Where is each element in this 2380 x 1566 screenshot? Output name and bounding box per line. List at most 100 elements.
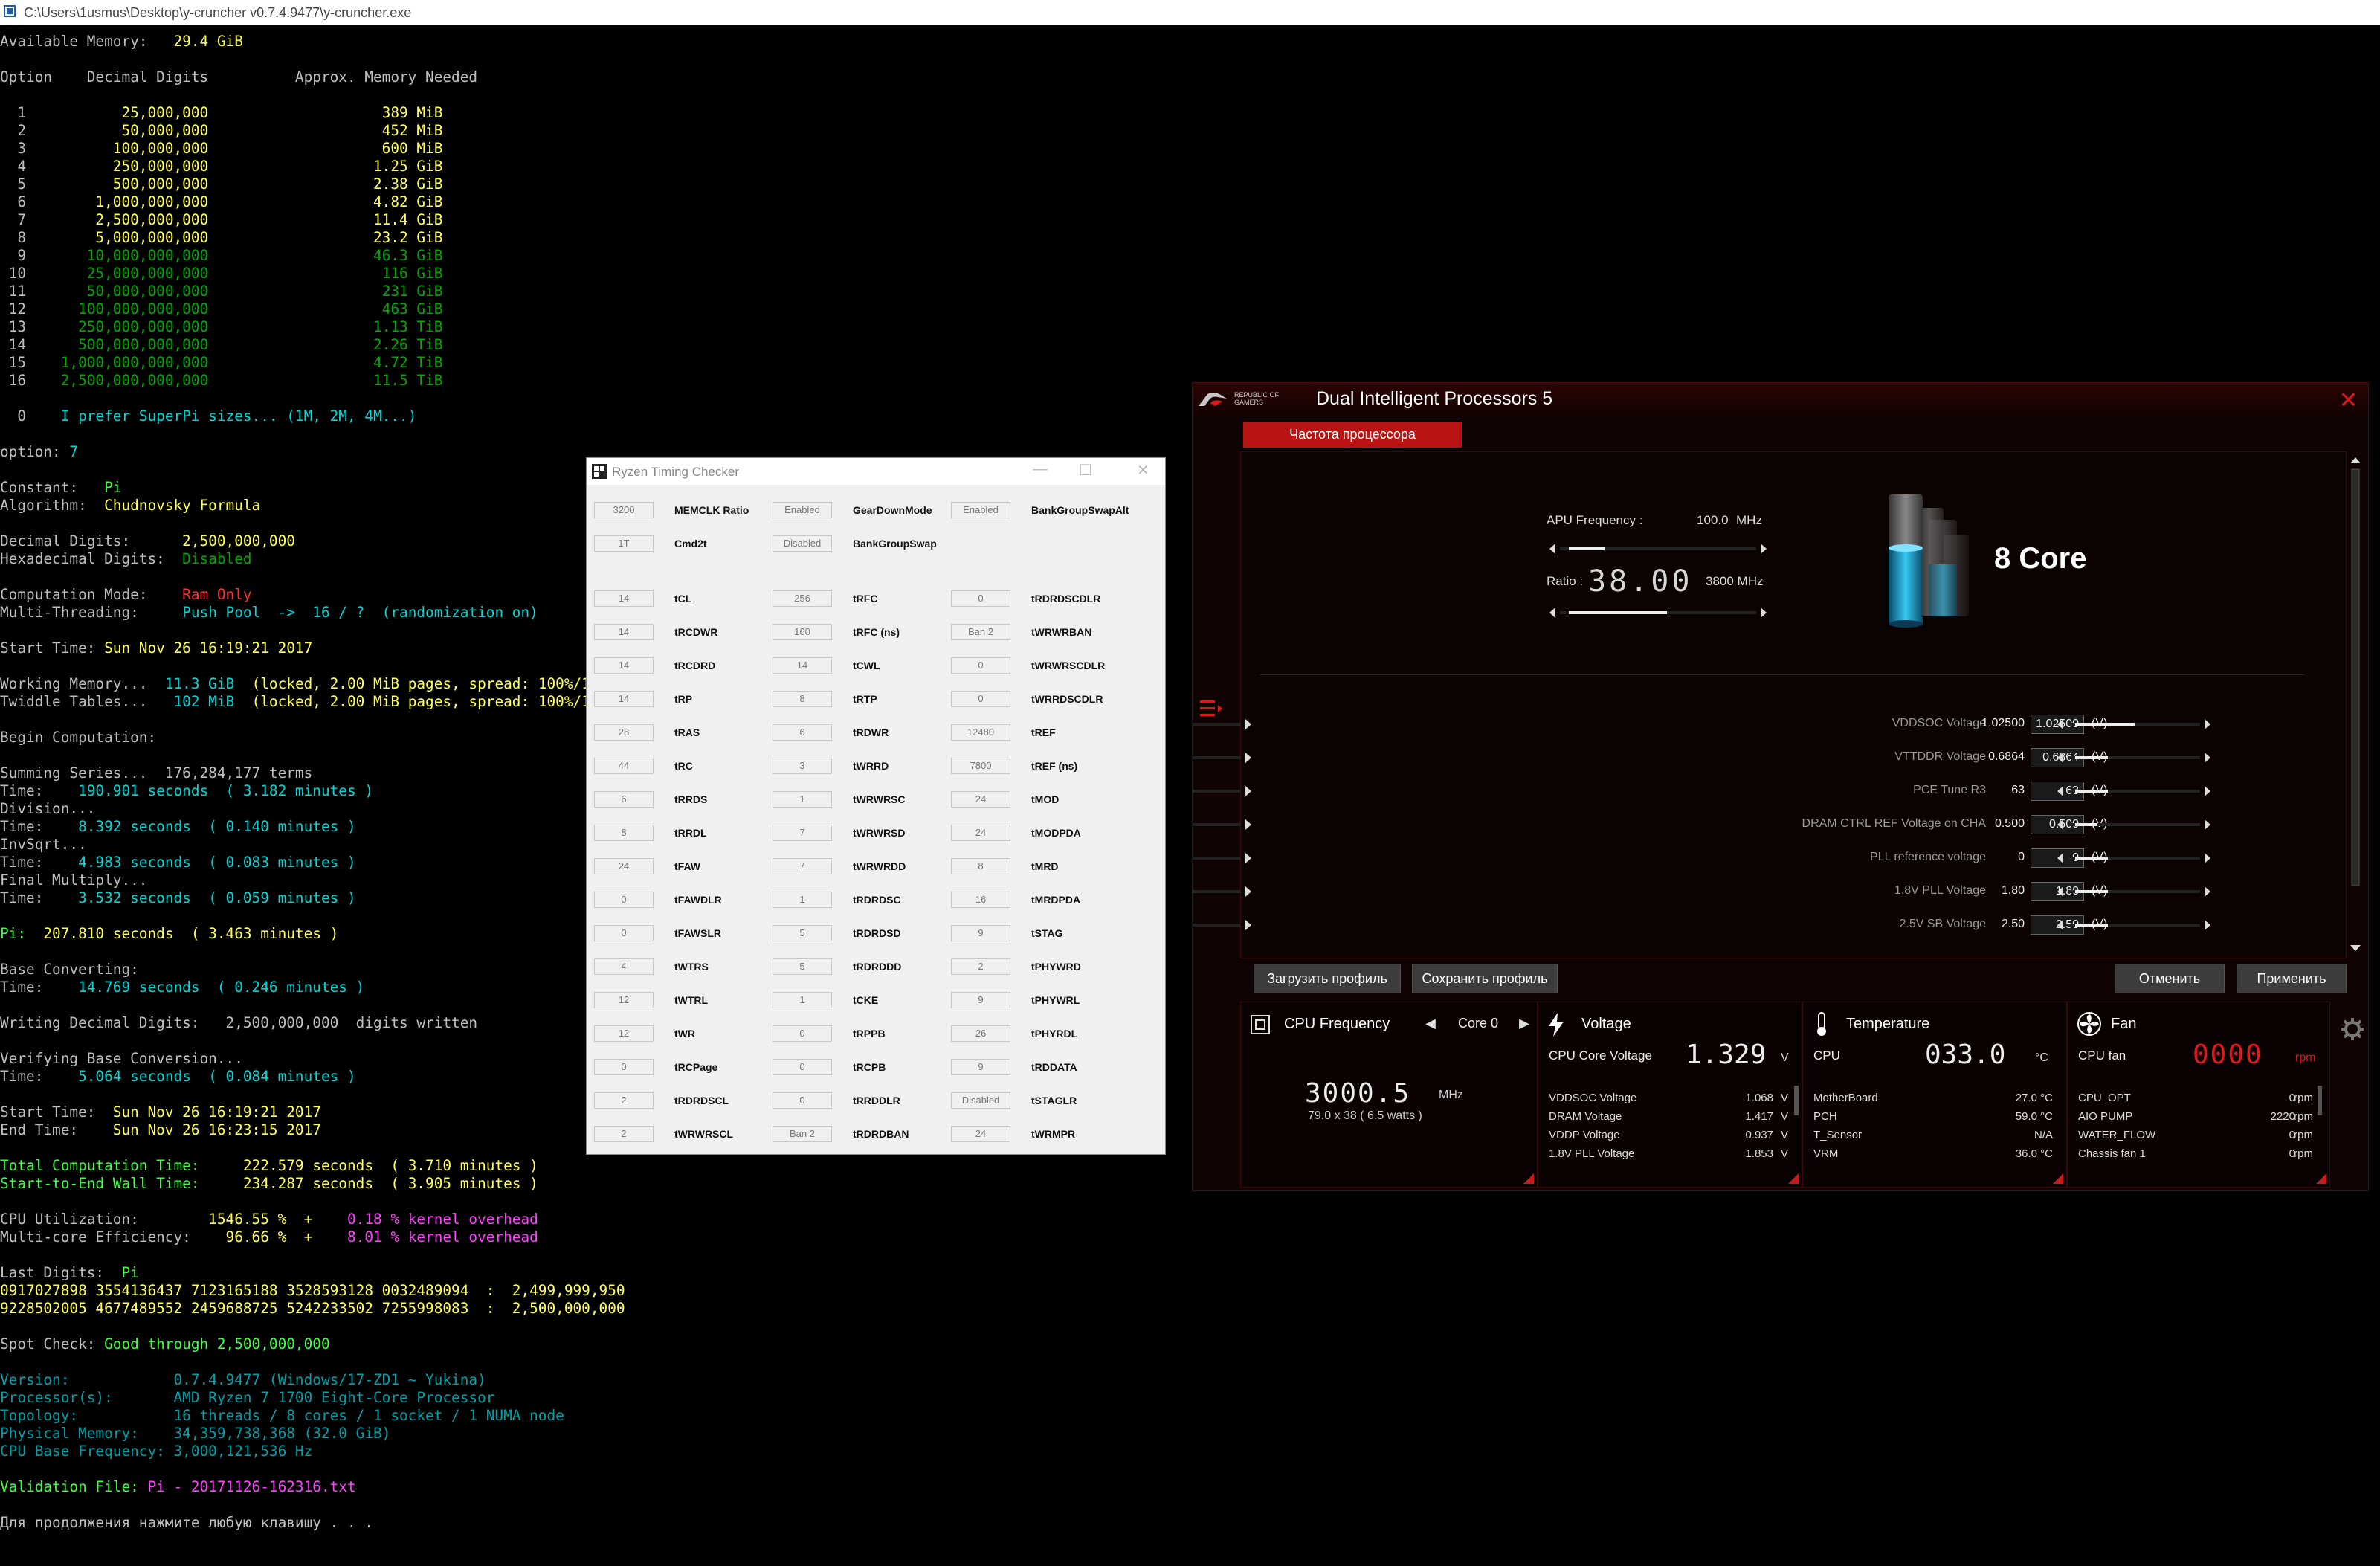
console-line: InvSqrt... — [0, 836, 87, 854]
timing-label: tRRDS — [674, 793, 708, 805]
console-title: C:\Users\1usmus\Desktop\y-cruncher v0.7.… — [24, 5, 412, 20]
timing-value-box: 2 — [951, 958, 1010, 975]
apply-button[interactable]: Применить — [2237, 964, 2347, 993]
core-prev-button[interactable]: ◀ — [1425, 1016, 1436, 1031]
rtc-titlebar[interactable]: Ryzen Timing Checker — ☐ ✕ — [587, 458, 1165, 485]
console-line: Validation File: Pi - 20171126-162316.tx… — [0, 1478, 356, 1496]
menu-icon[interactable] — [1199, 697, 1228, 720]
timing-label: tRCDRD — [674, 660, 716, 671]
console-line: Twiddle Tables... 102 MiB (locked, 2.00 … — [0, 693, 599, 711]
timing-value-box: 1 — [773, 892, 832, 908]
panel-scrollbar[interactable] — [2347, 451, 2364, 957]
timing-label: tPHYWRD — [1031, 961, 1081, 973]
voltage-slider[interactable] — [2056, 816, 2212, 834]
console-titlebar[interactable]: C:\Users\1usmus\Desktop\y-cruncher v0.7.… — [0, 0, 2380, 25]
resize-corner-icon[interactable] — [2316, 1173, 2326, 1184]
ratio-label: Ratio : — [1547, 574, 1584, 588]
voltage-slider[interactable] — [1192, 715, 1253, 733]
resize-corner-icon[interactable] — [1523, 1173, 1534, 1184]
console-text — [208, 122, 381, 139]
console-line: Division... — [0, 800, 95, 818]
voltage-slider[interactable] — [2056, 715, 2212, 733]
voltage-label: 1.8V PLL Voltage — [1894, 884, 1986, 897]
console-text: Start Time: — [0, 639, 105, 657]
console-text: 4.72 TiB — [373, 354, 443, 371]
timing-value-box: 24 — [951, 1126, 1010, 1142]
cpu-core-voltage-value: 1.329 — [1686, 1040, 1767, 1070]
console-text: Pi - 20171126-162316.txt — [147, 1478, 356, 1495]
voltage-slider[interactable] — [2056, 849, 2212, 867]
console-text: Physical Memory: — [0, 1425, 174, 1442]
voltage-slider[interactable] — [1192, 849, 1253, 867]
console-text: 8 — [0, 229, 96, 246]
resize-corner-icon[interactable] — [2053, 1173, 2063, 1184]
load-profile-button[interactable]: Загрузить профиль — [1254, 964, 1401, 993]
timing-label: tWRRDSCDLR — [1031, 693, 1103, 705]
timing-value-box: Disabled — [951, 1092, 1010, 1109]
console-text: 250,000,000 — [112, 158, 209, 175]
console-text: AMD Ryzen 7 1700 Eight-Core Processor — [173, 1389, 495, 1406]
ratio-slider[interactable] — [1548, 604, 1768, 622]
tab-cpu-frequency[interactable]: Частота процессора — [1243, 422, 1462, 448]
voltage-slider[interactable] — [2056, 916, 2212, 934]
console-line: Topology: 16 threads / 8 cores / 1 socke… — [0, 1407, 564, 1425]
cancel-button[interactable]: Отменить — [2115, 964, 2225, 993]
console-text: Version: — [0, 1371, 174, 1388]
console-text — [208, 193, 373, 210]
close-icon[interactable]: ✕ — [2338, 388, 2358, 413]
voltage-slider[interactable] — [2056, 749, 2212, 767]
console-text: 46.3 GiB — [373, 247, 443, 264]
timing-label: tRDRDSC — [853, 894, 901, 906]
timing-label: GearDownMode — [853, 504, 932, 516]
console-line: 7 2,500,000,000 11.4 GiB — [0, 211, 442, 229]
voltage-slider[interactable] — [1192, 916, 1253, 934]
cpu-frequency-value: 3000.5 — [1305, 1078, 1411, 1109]
apu-frequency-label: APU Frequency : — [1547, 513, 1643, 527]
console-text: 2 — [0, 122, 122, 139]
console-text: 8.01 % kernel overhead — [346, 1228, 538, 1246]
voltage-slider[interactable] — [1192, 816, 1253, 834]
console-text: Pi: — [0, 925, 44, 942]
resize-corner-icon[interactable] — [1788, 1173, 1799, 1184]
console-line: Time: 5.064 seconds ( 0.084 minutes ) — [0, 1068, 356, 1086]
voltage-slider[interactable] — [2056, 782, 2212, 800]
core-selector[interactable]: Core 0 — [1458, 1016, 1499, 1031]
console-line: Time: 3.532 seconds ( 0.059 minutes ) — [0, 889, 356, 907]
save-profile-button[interactable]: Сохранить профиль — [1412, 964, 1558, 993]
console-line: Multi-core Efficiency: 96.66 % + 8.01 % … — [0, 1228, 538, 1246]
voltage-input[interactable]: 1.02500 — [2031, 715, 2084, 734]
close-button[interactable]: ✕ — [1137, 463, 1149, 479]
rtc-title: Ryzen Timing Checker — [612, 465, 740, 479]
sensor-label: WATER_FLOW — [2078, 1129, 2156, 1141]
sensor-value: 59.0 °C — [2015, 1110, 2053, 1123]
voltage-scrollbar[interactable] — [1794, 1086, 1799, 1115]
timing-label: tWRWRSD — [853, 827, 906, 839]
gear-icon[interactable] — [2340, 1016, 2365, 1042]
console-line: Time: 190.901 seconds ( 3.182 minutes ) — [0, 782, 373, 800]
console-text — [208, 318, 373, 335]
console-text: CPU Utilization: — [0, 1211, 209, 1228]
console-line: Start Time: Sun Nov 26 16:19:21 2017 — [0, 639, 312, 657]
voltage-slider[interactable] — [1192, 782, 1253, 800]
console-line: 13 250,000,000,000 1.13 TiB — [0, 318, 443, 336]
core-next-button[interactable]: ▶ — [1519, 1016, 1529, 1031]
timing-label: tRDRDSD — [853, 927, 901, 939]
fan-scrollbar[interactable] — [2318, 1086, 2322, 1115]
timing-value-box: 2 — [594, 1092, 654, 1109]
apu-frequency-slider[interactable] — [1548, 540, 1768, 558]
console-text: Spot Check: — [0, 1335, 105, 1353]
console-text: 9228502005 4677489552 2459688725 5242233… — [0, 1300, 625, 1317]
console-text: Verifying Base Conversion... — [0, 1050, 243, 1067]
sensor-label: PCH — [1813, 1110, 1837, 1123]
voltage-slider[interactable] — [1192, 883, 1253, 900]
console-text: Begin Computation: — [0, 729, 157, 746]
dip5-header[interactable]: REPUBLIC OF GAMERS Dual Intelligent Proc… — [1193, 383, 2368, 416]
timing-label: tRFC (ns) — [853, 626, 900, 638]
cpu-core-voltage-unit: V — [1781, 1051, 1789, 1064]
voltage-slider[interactable] — [1192, 749, 1253, 767]
voltage-slider[interactable] — [2056, 883, 2212, 900]
minimize-button[interactable]: — — [1033, 461, 1048, 477]
console-text — [208, 104, 381, 121]
maximize-button[interactable]: ☐ — [1079, 463, 1092, 479]
sensor-value: 0 — [2289, 1147, 2295, 1160]
